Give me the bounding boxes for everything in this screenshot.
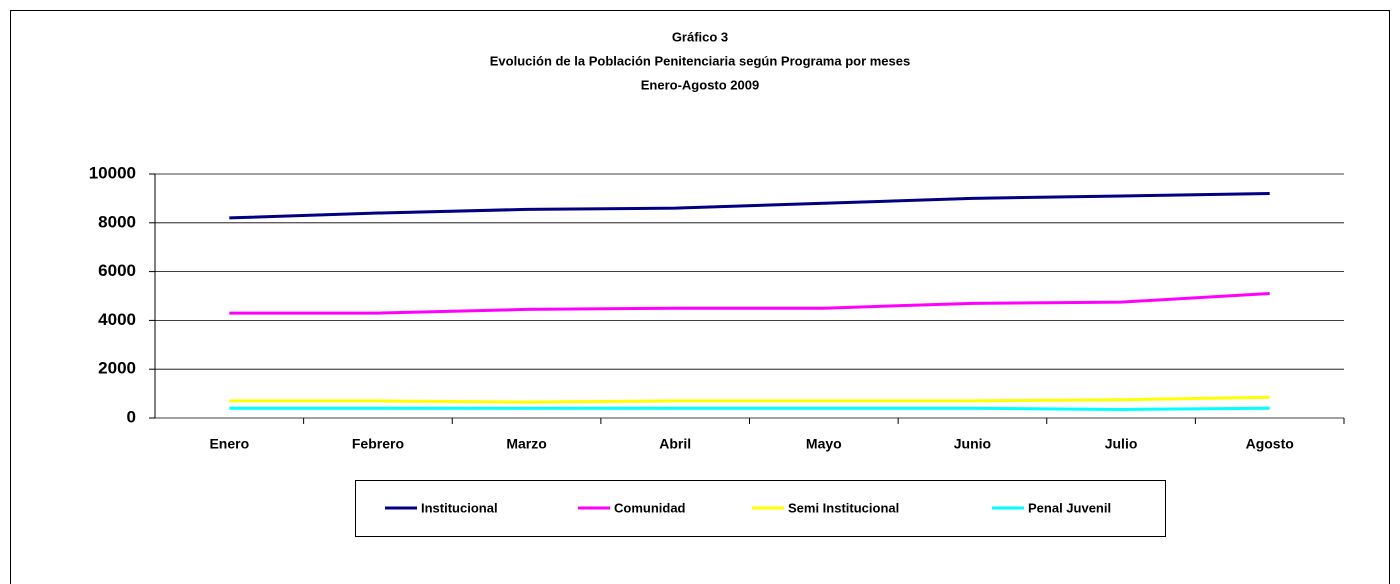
chart-title: Gráfico 3: [672, 29, 728, 44]
y-tick-label: 2000: [98, 359, 136, 378]
series-line: [229, 406, 1270, 411]
chart-subtitle: Evolución de la Población Penitenciaria …: [490, 53, 910, 68]
chart-subtitle: Enero-Agosto 2009: [641, 77, 759, 92]
y-tick-label: 10000: [89, 163, 136, 182]
x-tick-label: Julio: [1105, 436, 1138, 452]
y-tick-label: 8000: [98, 212, 136, 231]
x-tick-label: Febrero: [352, 436, 404, 452]
x-tick-label: Agosto: [1246, 436, 1294, 452]
y-tick-label: 6000: [98, 261, 136, 280]
x-tick-label: Abril: [659, 436, 691, 452]
series-line: [229, 292, 1270, 315]
x-tick-label: Junio: [954, 436, 991, 452]
legend-label: Comunidad: [614, 500, 686, 515]
y-tick-label: 0: [127, 407, 136, 426]
series-line: [229, 192, 1270, 220]
legend-label: Penal Juvenil: [1028, 500, 1111, 515]
legend-label: Semi Institucional: [788, 500, 899, 515]
x-tick-label: Enero: [209, 436, 249, 452]
legend-label: Institucional: [421, 500, 498, 515]
series-line: [229, 395, 1270, 404]
x-tick-label: Marzo: [506, 436, 546, 452]
y-tick-label: 4000: [98, 310, 136, 329]
x-tick-label: Mayo: [806, 436, 842, 452]
